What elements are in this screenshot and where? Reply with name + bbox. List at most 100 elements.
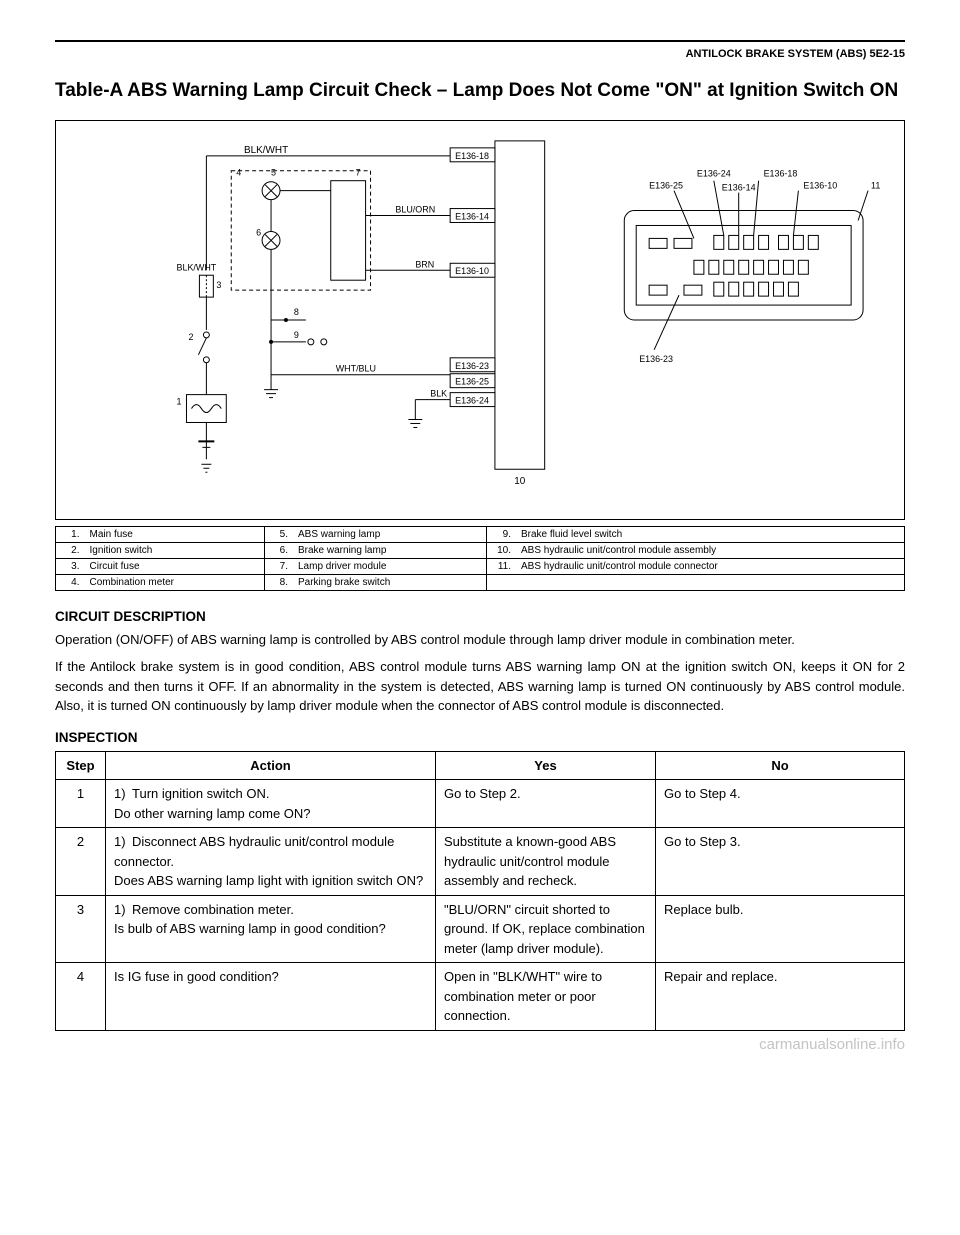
action-question: Does ABS warning lamp light with ignitio… — [114, 873, 423, 888]
action-question: Is bulb of ABS warning lamp in good cond… — [114, 921, 386, 936]
legend-num: 1. — [56, 526, 84, 542]
table-row: 2 1)Disconnect ABS hydraulic unit/contro… — [56, 828, 905, 896]
list-number: 1) — [114, 900, 132, 920]
callout-10: 10 — [514, 476, 526, 487]
legend-num: 7. — [264, 558, 292, 574]
action-cell: 1)Turn ignition switch ON. Do other warn… — [106, 780, 436, 828]
callout-3: 3 — [216, 280, 221, 290]
list-number: 1) — [114, 832, 132, 852]
inspection-heading: INSPECTION — [55, 730, 905, 745]
callout-7: 7 — [356, 167, 361, 177]
conn-label: E136-18 — [764, 168, 798, 178]
watermark: carmanualsonline.info — [759, 1036, 905, 1053]
col-no: No — [656, 751, 905, 780]
table-header-row: Step Action Yes No — [56, 751, 905, 780]
step-num: 4 — [56, 963, 106, 1031]
legend-text: ABS warning lamp — [292, 526, 487, 542]
callout-1: 1 — [177, 396, 182, 406]
legend-text: Ignition switch — [84, 542, 265, 558]
step-num: 2 — [56, 828, 106, 896]
yes-cell: Substitute a known-good ABS hydraulic un… — [436, 828, 656, 896]
pin-label: E136-14 — [455, 211, 489, 221]
legend-text: Combination meter — [84, 574, 265, 590]
conn-label: E136-14 — [722, 182, 756, 192]
circuit-diagram: BLK/WHT E136-18 4 5 7 6 BLU/ORN E136-14 — [55, 120, 905, 520]
action-text: Turn ignition switch ON. — [132, 786, 270, 801]
pin-label: E136-25 — [455, 376, 489, 386]
inspection-table: Step Action Yes No 1 1)Turn ignition swi… — [55, 751, 905, 1031]
action-text: Remove combination meter. — [132, 902, 294, 917]
wire-label: BLK/WHT — [244, 144, 288, 155]
legend-num: 11. — [487, 558, 515, 574]
no-cell: Repair and replace. — [656, 963, 905, 1031]
action-cell: 1)Remove combination meter. Is bulb of A… — [106, 895, 436, 963]
callout-9: 9 — [294, 330, 299, 340]
no-cell: Replace bulb. — [656, 895, 905, 963]
action-cell: Is IG fuse in good condition? — [106, 963, 436, 1031]
callout-2: 2 — [188, 332, 193, 342]
page: ANTILOCK BRAKE SYSTEM (ABS) 5E2-15 Table… — [0, 0, 960, 1061]
legend-num: 3. — [56, 558, 84, 574]
legend-text: Brake fluid level switch — [515, 526, 905, 542]
circuit-description-heading: CIRCUIT DESCRIPTION — [55, 609, 905, 624]
action-question: Do other warning lamp come ON? — [114, 806, 311, 821]
conn-label: E136-10 — [803, 180, 837, 190]
legend-text: Lamp driver module — [292, 558, 487, 574]
col-action: Action — [106, 751, 436, 780]
callout-11: 11 — [871, 180, 880, 190]
conn-label: E136-23 — [639, 353, 673, 363]
wire-label: BLU/ORN — [395, 204, 435, 214]
legend-num: 2. — [56, 542, 84, 558]
col-step: Step — [56, 751, 106, 780]
no-cell: Go to Step 4. — [656, 780, 905, 828]
pin-label: E136-18 — [455, 150, 489, 160]
conn-label: E136-25 — [649, 180, 683, 190]
yes-cell: "BLU/ORN" circuit shorted to ground. If … — [436, 895, 656, 963]
legend-text: Brake warning lamp — [292, 542, 487, 558]
legend-text: ABS hydraulic unit/control module connec… — [515, 558, 905, 574]
legend-num — [487, 574, 515, 590]
action-cell: 1)Disconnect ABS hydraulic unit/control … — [106, 828, 436, 896]
page-title: Table-A ABS Warning Lamp Circuit Check –… — [55, 78, 905, 104]
table-row: 3 1)Remove combination meter. Is bulb of… — [56, 895, 905, 963]
callout-5: 5 — [271, 167, 276, 177]
legend-num: 10. — [487, 542, 515, 558]
conn-label: E136-24 — [697, 168, 731, 178]
step-num: 3 — [56, 895, 106, 963]
no-cell: Go to Step 3. — [656, 828, 905, 896]
circuit-description-p1: Operation (ON/OFF) of ABS warning lamp i… — [55, 630, 905, 650]
action-text: Disconnect ABS hydraulic unit/control mo… — [114, 834, 394, 869]
page-header: ANTILOCK BRAKE SYSTEM (ABS) 5E2-15 — [55, 48, 905, 60]
legend-num: 9. — [487, 526, 515, 542]
connector-drawing: E136-24 E136-18 E136-25 E136-14 E136-10 … — [624, 168, 880, 363]
legend-text — [515, 574, 905, 590]
step-num: 1 — [56, 780, 106, 828]
legend-num: 4. — [56, 574, 84, 590]
callout-4: 4 — [236, 167, 241, 177]
wire-label: BLK/WHT — [177, 262, 217, 272]
legend-text: ABS hydraulic unit/control module assemb… — [515, 542, 905, 558]
legend-text: Circuit fuse — [84, 558, 265, 574]
table-row: 1 1)Turn ignition switch ON. Do other wa… — [56, 780, 905, 828]
table-row: 4 Is IG fuse in good condition? Open in … — [56, 963, 905, 1031]
col-yes: Yes — [436, 751, 656, 780]
top-rule — [55, 40, 905, 42]
legend-num: 5. — [264, 526, 292, 542]
yes-cell: Go to Step 2. — [436, 780, 656, 828]
wire-label: WHT/BLU — [336, 363, 376, 373]
pin-label: E136-23 — [455, 360, 489, 370]
legend-table: 1.Main fuse 5.ABS warning lamp 9.Brake f… — [55, 526, 905, 591]
wire-label: BRN — [415, 259, 434, 269]
pin-label: E136-24 — [455, 395, 489, 405]
legend-num: 8. — [264, 574, 292, 590]
circuit-svg: BLK/WHT E136-18 4 5 7 6 BLU/ORN E136-14 — [56, 121, 904, 519]
legend-text: Main fuse — [84, 526, 265, 542]
legend-num: 6. — [264, 542, 292, 558]
yes-cell: Open in "BLK/WHT" wire to combination me… — [436, 963, 656, 1031]
legend-text: Parking brake switch — [292, 574, 487, 590]
circuit-description-p2: If the Antilock brake system is in good … — [55, 657, 905, 716]
list-number: 1) — [114, 784, 132, 804]
wire-label: BLK — [430, 388, 447, 398]
callout-8: 8 — [294, 307, 299, 317]
callout-6: 6 — [256, 227, 261, 237]
